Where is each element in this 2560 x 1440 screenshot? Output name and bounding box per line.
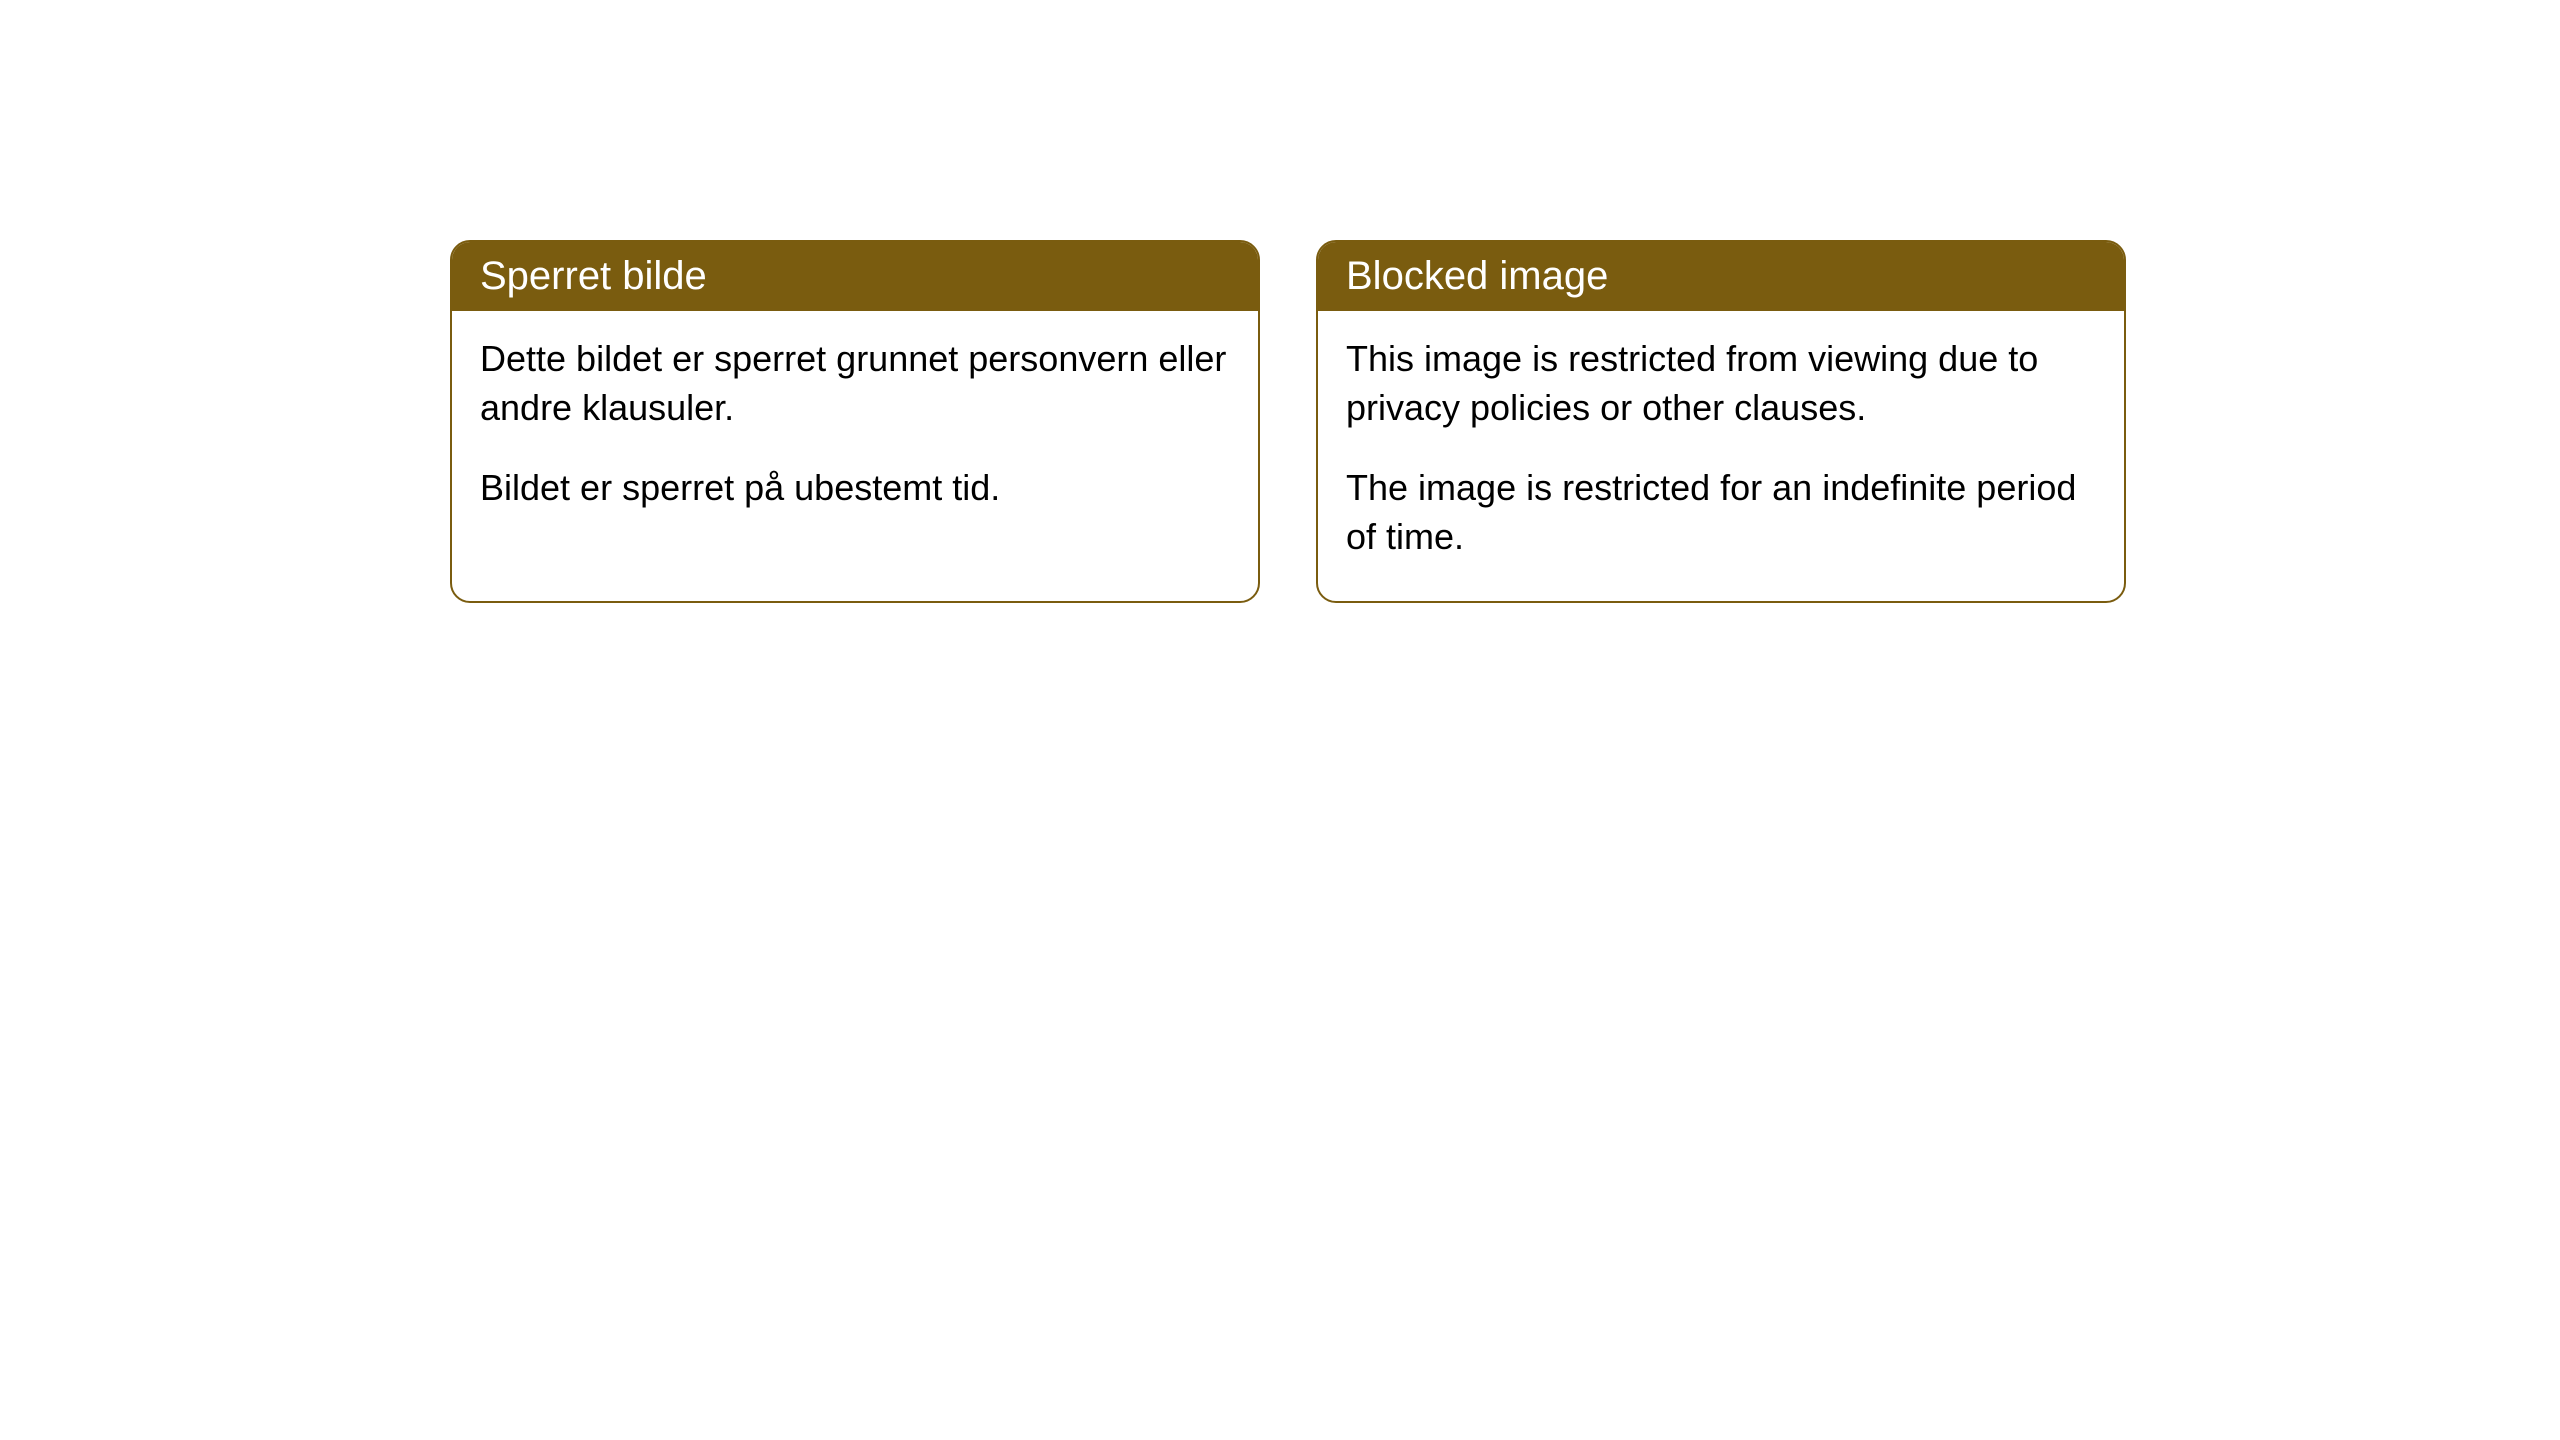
card-header: Blocked image bbox=[1318, 242, 2124, 311]
card-paragraph: Dette bildet er sperret grunnet personve… bbox=[480, 335, 1230, 432]
card-paragraph: Bildet er sperret på ubestemt tid. bbox=[480, 464, 1230, 513]
notice-cards-container: Sperret bilde Dette bildet er sperret gr… bbox=[0, 0, 2560, 603]
card-body: Dette bildet er sperret grunnet personve… bbox=[452, 311, 1258, 553]
card-body: This image is restricted from viewing du… bbox=[1318, 311, 2124, 601]
card-header: Sperret bilde bbox=[452, 242, 1258, 311]
card-paragraph: The image is restricted for an indefinit… bbox=[1346, 464, 2096, 561]
blocked-image-card-norwegian: Sperret bilde Dette bildet er sperret gr… bbox=[450, 240, 1260, 603]
blocked-image-card-english: Blocked image This image is restricted f… bbox=[1316, 240, 2126, 603]
card-paragraph: This image is restricted from viewing du… bbox=[1346, 335, 2096, 432]
card-title: Sperret bilde bbox=[480, 254, 707, 298]
card-title: Blocked image bbox=[1346, 254, 1608, 298]
